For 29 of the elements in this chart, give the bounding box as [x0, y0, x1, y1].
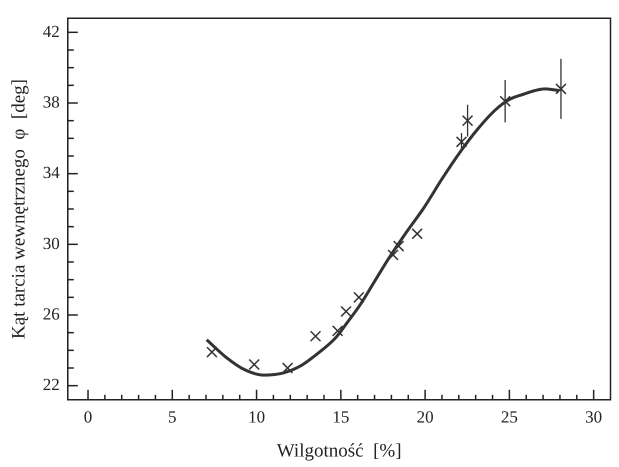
- point: [456, 136, 468, 148]
- point: [555, 83, 567, 95]
- y-tick-label: 34: [42, 163, 60, 182]
- x-tick-label: 0: [84, 407, 92, 426]
- x-tick-label: 5: [168, 407, 177, 426]
- y-tick-label: 26: [42, 304, 60, 324]
- point: [462, 114, 474, 126]
- point: [392, 240, 404, 252]
- y-tick-label: 38: [42, 92, 60, 112]
- point: [411, 228, 423, 240]
- point: [248, 358, 260, 370]
- x-tick-label: 20: [416, 407, 434, 426]
- x-tick-label: 10: [248, 407, 266, 426]
- point: [310, 330, 322, 342]
- x-tick-label: 15: [332, 407, 350, 426]
- point: [387, 249, 399, 261]
- y-tick-label: 30: [42, 234, 60, 253]
- x-tick-label: 30: [585, 407, 602, 426]
- x-axis-title: Wilgotność [%]: [276, 440, 402, 462]
- point: [353, 292, 365, 304]
- y-tick-label: 22: [42, 375, 60, 394]
- y-axis-title: Kąt tarcia wewnętrznego φ [deg]: [8, 79, 30, 339]
- point: [340, 306, 352, 318]
- point: [332, 325, 344, 337]
- x-tick-label: 25: [500, 407, 518, 426]
- point: [206, 346, 218, 358]
- y-tick-label: 42: [42, 22, 60, 41]
- point: [499, 96, 511, 107]
- point: [282, 362, 294, 374]
